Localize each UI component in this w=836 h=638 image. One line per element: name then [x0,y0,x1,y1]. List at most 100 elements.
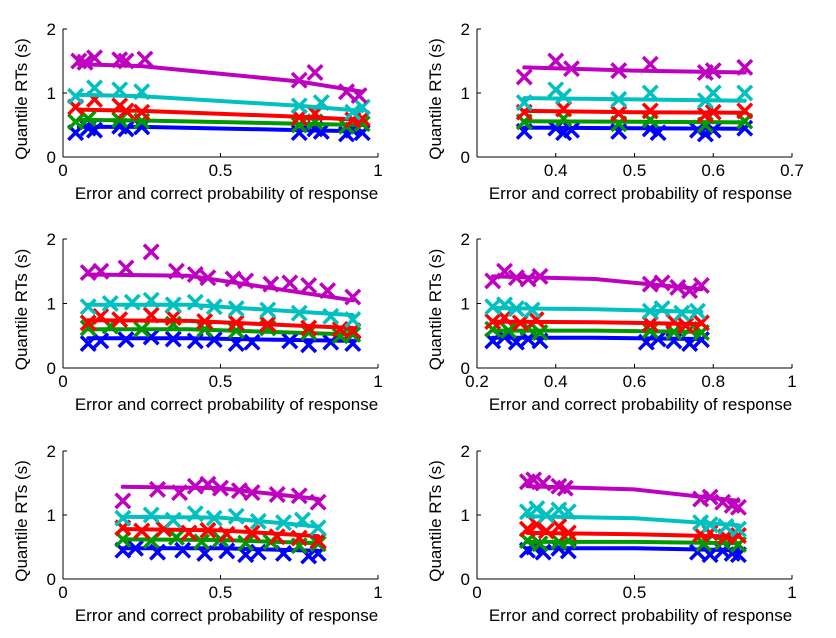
data-marker [117,120,135,138]
y-tick-label: 2 [461,230,470,249]
data-marker [300,324,318,341]
data-marker [186,477,204,495]
data-marker [227,507,245,525]
data-marker [92,307,110,325]
data-marker [149,480,166,498]
data-marker [114,492,132,510]
data-marker [704,62,722,80]
x-tick-label: 1 [787,583,796,602]
data-marker [653,300,671,318]
data-marker [111,111,129,129]
data-marker [92,262,110,280]
data-marker [136,50,154,68]
data-marker [79,264,97,282]
data-marker [243,484,261,502]
x-tick-label: 0.2 [465,372,489,391]
data-marker [610,62,628,80]
x-tick-label: 0.7 [780,161,804,180]
x-tick-label: 1 [373,372,382,391]
data-marker [290,304,308,322]
data-marker [312,94,330,112]
data-marker [212,479,229,497]
data-marker [729,498,747,516]
data-marker [350,87,368,105]
data-marker [344,322,362,340]
data-marker [243,333,261,351]
data-marker [531,324,549,341]
data-marker [507,333,525,351]
x-axis-label: Error and correct probability of respons… [489,606,792,625]
data-marker [79,335,97,352]
data-marker [344,103,362,121]
data-marker [79,314,97,332]
data-marker [196,544,214,562]
data-marker [653,274,671,292]
data-marker [669,278,687,296]
data-marker [101,295,119,312]
data-marker [344,325,362,343]
data-marker [117,259,135,277]
x-axis-label: Error and correct probability of respons… [75,395,378,414]
x-tick-label: 1 [787,372,796,391]
x-tick-label: 0.5 [209,161,233,180]
data-marker [275,514,292,532]
model-line [76,124,365,134]
data-marker [641,275,659,293]
data-marker [149,543,166,561]
data-marker [290,487,308,505]
x-tick-label: 1 [373,161,382,180]
data-marker [528,500,546,518]
model-line [76,62,365,94]
data-marker [692,276,710,294]
data-marker [736,102,754,120]
y-tick-label: 0 [461,359,470,378]
y-tick-label: 1 [461,84,470,103]
x-axis-label: Error and correct probability of respons… [75,606,378,625]
data-marker [496,296,514,314]
data-marker [205,509,223,527]
data-marker [701,488,719,506]
model-line [76,117,365,127]
data-marker [641,315,659,333]
data-marker [309,535,327,553]
data-marker [290,97,308,115]
data-marker [227,300,245,318]
data-marker [641,84,659,102]
model-line [86,327,355,337]
data-marker [186,293,204,311]
y-axis-label: Quantile RTs (s) [426,38,445,160]
data-marker [237,546,255,564]
data-marker [309,493,327,511]
data-marker [218,525,236,543]
data-marker [500,322,517,340]
data-marker [199,475,217,493]
y-tick-label: 2 [47,230,56,249]
data-marker [534,474,552,492]
subplot-2: 0.4 0.5 0.6 0.7 0 1 2 Error and correct probabi… [426,20,804,203]
data-marker [230,482,248,500]
data-marker [76,53,94,71]
data-marker [344,311,362,329]
data-marker [681,335,699,352]
x-axis-label: Error and correct probability of respons… [75,184,378,203]
data-marker [133,83,151,101]
data-marker [484,332,502,350]
x-tick-label: 1 [373,583,382,602]
y-tick-label: 0 [461,570,470,589]
data-marker [559,524,577,542]
x-tick-label: 0.4 [544,161,568,180]
data-marker [701,546,719,564]
data-marker [555,87,573,105]
data-marker [300,336,318,354]
y-axis-label: Quantile RTs (s) [12,249,31,371]
data-marker [681,282,699,300]
data-marker [736,84,754,102]
data-marker [701,516,719,534]
data-marker [186,505,204,523]
data-marker [537,506,555,524]
data-marker [692,314,710,332]
x-axis-label: Error and correct probability of respons… [489,395,792,414]
data-marker [729,520,747,538]
y-tick-label: 0 [47,359,56,378]
data-marker [123,293,141,311]
